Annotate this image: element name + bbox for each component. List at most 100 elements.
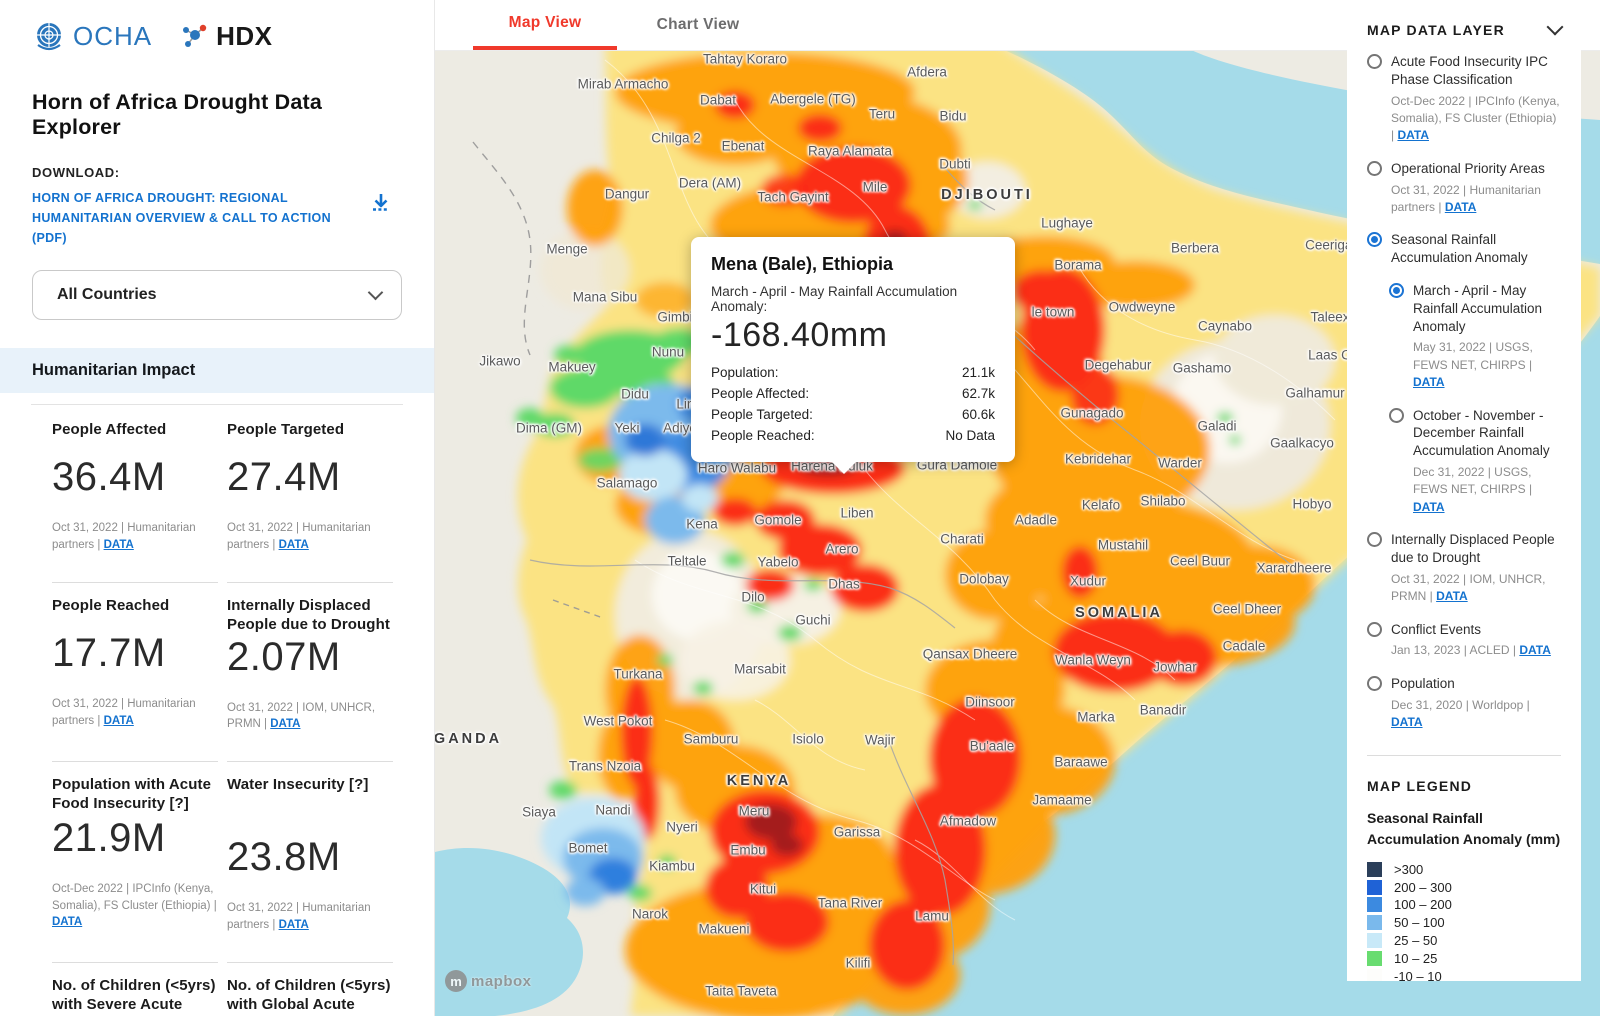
map-place-label: Jikawo	[479, 353, 521, 369]
tab-map-view[interactable]: Map View	[473, 0, 617, 50]
layer-option[interactable]: Seasonal Rainfall Accumulation Anomaly	[1367, 231, 1561, 267]
map-place-label: Mirab Armacho	[577, 76, 669, 92]
layer-option[interactable]: October - November - December Rainfall A…	[1389, 407, 1561, 460]
map-place-label: Dangur	[604, 186, 650, 202]
map-place-label: Samburu	[683, 731, 739, 747]
data-link[interactable]: DATA	[1397, 128, 1429, 143]
legend-subtitle: Seasonal Rainfall Accumulation Anomaly (…	[1367, 810, 1561, 848]
data-link[interactable]: DATA	[278, 919, 309, 932]
map-place-label: Taita Taveta	[705, 983, 777, 999]
map-place-label: Nandi	[595, 802, 631, 818]
layer-option[interactable]: Population	[1367, 675, 1561, 693]
map-place-label: Gunagado	[1060, 405, 1124, 421]
map-place-label: Galhamur	[1285, 385, 1345, 401]
radio-icon[interactable]	[1367, 675, 1382, 691]
data-link[interactable]: DATA	[1413, 375, 1445, 390]
layer-option-meta: Oct 31, 2022 | Humanitarian partners | D…	[1391, 182, 1541, 214]
data-link[interactable]: DATA	[270, 718, 301, 731]
radio-icon[interactable]	[1367, 160, 1382, 176]
stat-card-people-targeted: People Targeted 27.4M Oct 31, 2022 | Hum…	[227, 420, 371, 551]
map-place-label: Dubti	[939, 156, 971, 172]
map-place-label: Kitui	[749, 881, 777, 897]
download-format: (PDF)	[32, 230, 67, 245]
map-place-label: Nunu	[651, 344, 685, 360]
layer-option-label: Operational Priority Areas	[1391, 160, 1545, 176]
layer-option-label: Internally Displaced People due to Droug…	[1391, 532, 1555, 566]
data-link[interactable]: DATA	[1413, 499, 1445, 514]
stat-card-water-insecurity: Water Insecurity [?] 23.8M Oct 31, 2022 …	[227, 760, 393, 934]
legend-label: 50 – 100	[1394, 915, 1445, 931]
map-place-label: Kebridehar	[1064, 451, 1132, 467]
map-view: Tahtay Koraro Mirab Armacho Dabat Abergele …	[435, 0, 1600, 1016]
legend-row: >300	[1367, 860, 1561, 878]
hdx-logo[interactable]: HDX	[178, 20, 272, 52]
map-data-layer-panel: MAP DATA LAYER Acute Food Insecurity IPC…	[1347, 0, 1581, 981]
map-place-label: Hobyo	[1292, 496, 1332, 512]
layer-option[interactable]: Conflict Events	[1367, 621, 1561, 639]
divider	[1367, 755, 1561, 757]
map-place-label: Abergele (TG)	[770, 91, 856, 107]
radio-icon[interactable]	[1367, 232, 1382, 248]
map-place-label: Tach Gayint	[757, 189, 829, 205]
layer-option[interactable]: Internally Displaced People due to Droug…	[1367, 531, 1561, 567]
legend-label: 200 – 300	[1394, 879, 1452, 895]
map-place-label: Dera (AM)	[678, 175, 742, 191]
download-icon[interactable]	[368, 190, 394, 221]
mapbox-attribution[interactable]: m mapbox	[445, 970, 532, 992]
layer-option-meta: Oct 31, 2022 | IOM, UNHCR, PRMN | DATA	[1391, 571, 1546, 604]
map-place-label: Dilo	[741, 589, 765, 605]
map-place-label: Taleex	[1310, 309, 1350, 325]
data-link[interactable]: DATA	[1444, 200, 1477, 214]
data-link[interactable]: DATA	[1519, 643, 1551, 658]
data-link[interactable]: DATA	[52, 916, 83, 929]
download-report-link[interactable]: HORN OF AFRICA DROUGHT: REGIONAL HUMANIT…	[32, 190, 331, 245]
radio-icon[interactable]	[1367, 532, 1382, 548]
data-link[interactable]: DATA	[1391, 715, 1423, 730]
map-place-label: Salamago	[596, 475, 658, 491]
map-place-label: le town	[1031, 304, 1075, 320]
stat-card-food-insecurity: Population with Acute Food Insecurity [?…	[52, 760, 218, 934]
legend-label: 100 – 200	[1394, 897, 1452, 913]
map-place-label: Menge	[546, 241, 588, 257]
data-link[interactable]: DATA	[1436, 589, 1468, 604]
map-place-label: Xudur	[1069, 573, 1107, 589]
map-place-label: Adadle	[1014, 512, 1058, 528]
radio-icon[interactable]	[1367, 621, 1382, 637]
map-place-label: Adiyo	[663, 420, 697, 436]
map-country-label: DJIBOUTI	[941, 187, 1033, 203]
map-place-label: Raya Alamata	[807, 143, 893, 159]
layer-option[interactable]: Acute Food Insecurity IPC Phase Classifi…	[1367, 53, 1561, 89]
legend-swatch	[1367, 950, 1382, 966]
map-place-label: Baraawe	[1054, 754, 1108, 770]
legend-swatch	[1367, 861, 1382, 877]
page-title: Horn of Africa Drought Data Explorer	[32, 90, 323, 140]
layer-option-label: March - April - May Rainfall Accumulatio…	[1413, 283, 1543, 334]
tab-chart-view[interactable]: Chart View	[656, 16, 740, 33]
radio-icon[interactable]	[1389, 283, 1404, 299]
map-place-label: Gaalkacyo	[1270, 435, 1334, 451]
layer-option-meta: Dec 31, 2020 | Worldpop | DATA	[1391, 697, 1530, 730]
map-place-label: Bidu	[939, 108, 967, 124]
radio-icon[interactable]	[1389, 407, 1404, 423]
layer-option[interactable]: Operational Priority Areas	[1367, 160, 1561, 178]
map-country-label: KENYA	[726, 773, 792, 789]
mapbox-icon: m	[445, 970, 467, 992]
stat-card-people-reached: People Reached 17.7M Oct 31, 2022 | Huma…	[52, 581, 218, 733]
ocha-wordmark: OCHA	[73, 20, 153, 51]
map-place-label: Wanla Weyn	[1055, 652, 1131, 668]
map-place-label: Mile	[862, 179, 888, 195]
map-place-label: West Pokot	[583, 713, 653, 729]
data-link[interactable]: DATA	[103, 714, 134, 727]
layer-option-label: October - November - December Rainfall A…	[1413, 407, 1550, 459]
collapse-chevron-icon[interactable]	[1546, 18, 1564, 36]
data-link[interactable]: DATA	[278, 538, 309, 551]
map-place-label: Galadi	[1197, 418, 1237, 434]
layer-option[interactable]: March - April - May Rainfall Accumulatio…	[1389, 282, 1561, 335]
ocha-logo[interactable]: OCHA	[32, 19, 152, 53]
radio-icon[interactable]	[1367, 54, 1382, 69]
country-filter-dropdown[interactable]: All Countries	[32, 269, 402, 320]
map-legend-title: MAP LEGEND	[1367, 778, 1473, 795]
data-link[interactable]: DATA	[103, 538, 134, 551]
map-place-label: Tahtay Koraro	[702, 51, 788, 67]
